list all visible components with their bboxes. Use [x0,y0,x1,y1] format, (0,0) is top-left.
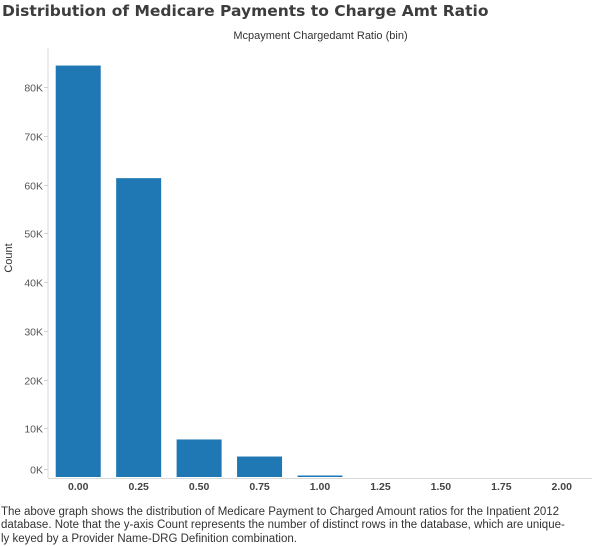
y-tick-label: 10K [24,424,43,436]
x-tick-label: 0.75 [249,481,270,493]
x-tick-label: 1.00 [310,481,331,493]
y-tick-label: 80K [24,83,43,95]
x-tick-label: 1.25 [370,481,391,493]
caption-line-3: ly keyed by a Provider Name-DRG Definiti… [1,532,297,545]
y-tick-label: 70K [24,132,43,144]
x-tick-label: 0.00 [68,481,89,493]
y-tick-label: 30K [24,327,43,339]
x-tick-label: 0.25 [128,481,149,493]
chart-caption: The above graph shows the distribution o… [1,506,591,546]
x-axis: 0.00 0.25 0.50 0.75 1.00 1.25 1.50 1.75 2.00 [48,478,592,493]
caption-line-1: The above graph shows the distribution o… [1,506,560,518]
bar [55,65,101,478]
x-tick-label: 1.50 [431,481,452,493]
bar [176,439,222,477]
y-tick-label: 0K [30,465,43,477]
y-tick-label: 50K [24,229,43,241]
x-axis-header: Mcpayment Chargedamt Ratio (bin) [233,30,408,42]
x-tick-label: 0.50 [189,481,210,493]
y-axis: 0K 10K 20K 30K 40K 50K 60K 70K 80K [24,48,49,478]
x-tick-label: 2.00 [552,481,573,493]
x-tick-label: 1.75 [491,481,512,493]
bar [237,456,283,477]
chart-title: Distribution of Medicare Payments to Cha… [2,2,489,20]
caption-line-2: database. Note that the y-axis Count rep… [1,519,565,532]
bar [116,178,162,477]
y-tick-label: 20K [24,376,43,388]
y-tick-label: 60K [24,181,43,193]
bar [297,475,343,477]
bars [55,65,343,478]
y-tick-label: 40K [24,278,43,290]
